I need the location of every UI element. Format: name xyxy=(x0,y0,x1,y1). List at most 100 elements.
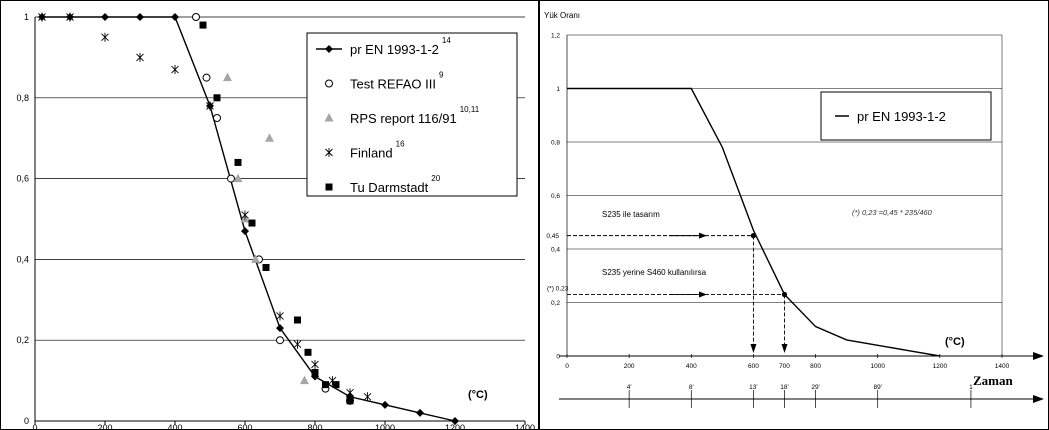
left-y-tick-label: 0,6 xyxy=(16,174,29,184)
data-point-circle xyxy=(213,114,221,122)
legend-marker-triangle xyxy=(324,113,334,122)
right-time-tick-label: 8' xyxy=(689,384,694,391)
data-point-square xyxy=(199,21,207,29)
legend-label: RPS report 116/91 xyxy=(350,111,457,126)
right-x-tick-label: 1400 xyxy=(995,363,1010,370)
data-point-cross xyxy=(311,359,319,369)
right-chart-border xyxy=(539,0,1049,430)
left-y-tick-label: 0,4 xyxy=(16,254,29,264)
data-point-diamond-line xyxy=(241,227,249,236)
left-x-tick-label: 0 xyxy=(32,423,37,430)
right-x-extra-tick-label: 700 xyxy=(779,363,790,370)
left-chart: 00,20,40,60,810 200 400 600 800 1000 1200 1400 … xyxy=(0,0,539,430)
legend-marker-diamond-line xyxy=(325,45,333,53)
legend-label: Finland xyxy=(350,146,393,161)
right-x-tick-label: 1000 xyxy=(870,363,885,370)
data-point-cross xyxy=(241,210,249,220)
left-x-tick-label: 800 xyxy=(307,423,322,430)
left-x-tick-label: 400 xyxy=(167,423,182,430)
left-x-tick-label: 1400 xyxy=(515,423,535,430)
right-y-tick-label: 0,4 xyxy=(551,247,560,254)
legend-superscript: 20 xyxy=(431,174,440,183)
right-s460-label: S235 yerine S460 kullanılırsa xyxy=(602,268,707,277)
right-note: (*) 0,23 =0,45 * 235/460 xyxy=(852,208,933,217)
data-point-s460 xyxy=(781,291,788,298)
right-y-extra-tick-label: 0,45 xyxy=(546,233,559,240)
data-point-square xyxy=(332,381,340,389)
right-unit-label: (°C) xyxy=(945,336,965,348)
right-x-tick-label: 0 xyxy=(565,363,569,370)
data-point-diamond-line xyxy=(136,13,144,21)
data-point-square xyxy=(322,381,329,389)
right-y-tick-label: 0,8 xyxy=(551,140,560,147)
legend-superscript: 9 xyxy=(439,71,444,80)
right-time-tick-label: 4' xyxy=(627,384,632,391)
left-x-tick-label: 1000 xyxy=(375,423,395,430)
right-time-tick-label: 89' xyxy=(873,384,881,391)
data-point-triangle xyxy=(223,72,232,82)
data-point-square xyxy=(248,219,256,227)
right-grid xyxy=(567,34,1003,356)
data-point-diamond-line xyxy=(381,400,389,409)
left-unit-label: (°C) xyxy=(468,389,488,401)
right-time-tick-label: 1 xyxy=(969,384,973,391)
data-point-circle xyxy=(276,336,284,345)
data-point-cross xyxy=(38,12,46,22)
data-point-cross xyxy=(346,388,354,398)
data-point-diamond-line xyxy=(451,417,459,425)
right-ticks: 00,20,40,60,811,20 200 400 600 800 1000 1200 14… xyxy=(546,33,1010,408)
legend-marker-cross xyxy=(325,148,333,157)
left-y-tick-label: 0 xyxy=(24,416,29,426)
left-ticks: 0 0,2 0,4 0,6 0,8 1 0 200 400 600 800 1000 1200 1400 xyxy=(16,12,535,430)
legend-superscript: 16 xyxy=(396,140,405,149)
right-temperature-axis-arrow xyxy=(1033,352,1044,360)
data-point-cross xyxy=(171,65,179,75)
legend-marker-circle xyxy=(325,79,333,88)
right-y-axis-label: Yük Oranı xyxy=(544,11,580,20)
right-s235-label: S235 ile tasarım xyxy=(602,210,660,219)
right-y-extra-tick-label: (*) 0,23 xyxy=(547,285,569,292)
right-x-tick-label: 800 xyxy=(810,363,821,370)
data-point-square xyxy=(346,397,354,405)
right-chart: Yük Oranı 0 0,2 0,4 0,6 0,8 1 1,2 0 200 400 600 800… xyxy=(539,0,1049,430)
left-x-tick-label: 1200 xyxy=(445,423,465,430)
data-point-circle xyxy=(227,174,235,183)
data-point-triangle xyxy=(251,254,260,263)
data-point-diamond-line xyxy=(101,13,109,21)
right-x-tick-label: 200 xyxy=(624,363,635,370)
annotation-arrow-right-head xyxy=(699,232,707,239)
right-x-tick-label: 400 xyxy=(686,363,697,370)
data-point-triangle xyxy=(233,173,243,183)
left-y-tick-label: 0,8 xyxy=(16,93,29,103)
data-point-triangle xyxy=(300,375,309,385)
left-x-tick-label: 600 xyxy=(237,423,252,430)
data-point-cross xyxy=(206,101,214,111)
right-series xyxy=(567,87,940,357)
right-x-tick-label: 1200 xyxy=(933,363,948,370)
annotation-arrow-right-head xyxy=(699,291,707,298)
data-point-square xyxy=(304,348,312,356)
right-x-tick-label: 600 xyxy=(748,363,759,370)
legend-label: Tu Darmstadt xyxy=(350,180,429,195)
data-point-diamond-line xyxy=(171,13,179,21)
data-point-s235 xyxy=(750,233,757,239)
data-point-cross xyxy=(136,52,144,62)
data-point-circle xyxy=(202,73,211,82)
left-x-tick-label: 200 xyxy=(97,423,112,430)
right-y-tick-label: 1 xyxy=(556,86,560,93)
data-point-cross xyxy=(293,339,302,349)
right-time-tick-label: 18' xyxy=(780,384,788,391)
legend-label: pr EN 1993-1-2 xyxy=(857,109,946,124)
right-y-tick-label: 0,2 xyxy=(551,300,560,307)
legend-superscript: 14 xyxy=(442,36,451,45)
right-legend-box xyxy=(820,91,992,141)
annotation-arrow-down xyxy=(750,344,757,353)
right-time-axis-arrow xyxy=(1033,395,1044,403)
data-point-square xyxy=(213,94,221,102)
right-zaman-label: Zaman xyxy=(973,373,1014,388)
right-y-tick-label: 0 xyxy=(556,354,560,361)
annotation-arrow-down xyxy=(781,344,788,353)
data-point-square xyxy=(234,158,242,166)
legend-marker-square xyxy=(325,183,333,191)
right-legend: pr EN 1993-1-2 xyxy=(820,91,992,141)
